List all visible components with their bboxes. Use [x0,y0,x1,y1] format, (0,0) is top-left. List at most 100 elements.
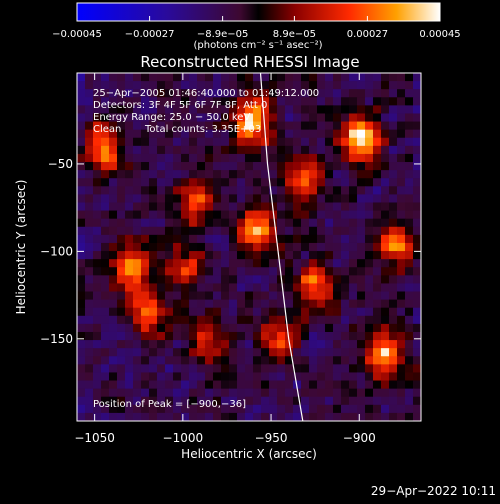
heatmap-cell [189,145,198,155]
heatmap-cell [317,396,326,406]
heatmap-cell [221,97,230,106]
heatmap-cell [237,396,246,406]
heatmap-cell [165,299,174,309]
heatmap-cell [85,291,94,300]
heatmap-cell [181,153,190,163]
heatmap-cell [381,97,390,106]
heatmap-cell [181,226,190,236]
heatmap-cell [277,194,286,203]
heatmap-cell [205,121,214,131]
heatmap-cell [349,396,358,406]
heatmap-cell [93,331,102,341]
heatmap-cell [109,364,118,373]
heatmap-cell [349,234,358,244]
heatmap-cell [269,404,278,414]
heatmap-cell [141,81,150,90]
heatmap-cell [357,234,366,244]
heatmap-cell [197,323,206,333]
heatmap-cell [85,145,94,155]
heatmap-cell [293,331,302,341]
heatmap-cell [381,291,390,300]
heatmap-cell [293,218,302,228]
heatmap-cell [245,388,254,398]
heatmap-cell [197,178,206,187]
heatmap-cell [165,267,174,276]
heatmap-cell [181,412,190,421]
x-tick-label: −1000 [163,431,204,445]
heatmap-cell [133,404,142,414]
heatmap-cell [405,356,414,365]
heatmap-cell [165,388,174,398]
heatmap-cell [213,89,222,98]
heatmap-cell [229,404,238,414]
heatmap-cell [389,194,398,203]
heatmap-cell [173,73,182,82]
heatmap-cell [213,299,222,309]
heatmap-cell [293,348,302,357]
heatmap-cell [277,267,286,276]
heatmap-cell [285,121,294,131]
heatmap-cell [141,259,150,268]
heatmap-cell [117,291,126,300]
heatmap-cell [117,170,126,179]
heatmap-cell [117,372,126,381]
heatmap-cell [93,283,102,292]
heatmap-cell [221,145,230,155]
heatmap-cell [77,259,86,268]
heatmap-cell [101,73,110,82]
heatmap-cell [117,97,126,106]
heatmap-cell [157,218,166,228]
heatmap-cell [285,73,294,82]
heatmap-cell [77,356,86,365]
heatmap-cell [117,340,126,349]
heatmap-cell [173,380,182,390]
heatmap-cell [133,194,142,203]
heatmap-cell [397,388,406,398]
heatmap-cell [117,251,126,260]
heatmap-cell [349,315,358,325]
heatmap-cell [157,404,166,414]
heatmap-cell [381,89,390,98]
heatmap-cell [141,178,150,187]
solar-limb [259,73,304,421]
heatmap-cell [205,97,214,106]
heatmap-cell [381,170,390,179]
colorbar [76,2,441,22]
heatmap-cell [157,194,166,203]
heatmap-cell [349,105,358,114]
heatmap-cell [141,372,150,381]
heatmap-cell [341,315,350,325]
heatmap-cell [253,404,262,414]
heatmap-cell [341,396,350,406]
heatmap-cell [365,291,374,300]
heatmap-cell [317,331,326,341]
heatmap-cell [253,275,262,284]
heatmap-cell [77,170,86,179]
heatmap-cell [325,291,334,300]
heatmap-cell [213,186,222,195]
heatmap-cell [85,299,94,309]
heatmap-cell [149,267,158,276]
heatmap-cell [85,251,94,260]
heatmap-cell [157,105,166,114]
heatmap-cell [141,348,150,357]
heatmap-cell [397,210,406,220]
heatmap-cell [117,226,126,236]
heatmap-cell [333,388,342,398]
heatmap-cell [205,129,214,139]
heatmap-cell [341,267,350,276]
heatmap-cell [301,234,310,244]
heatmap-cell [213,153,222,163]
heatmap-cell [405,348,414,357]
heatmap-cell [301,178,310,187]
heatmap-cell [93,218,102,228]
heatmap-cell [373,113,382,122]
heatmap-cell [301,121,310,131]
heatmap-cell [125,81,134,90]
heatmap-cell [293,267,302,276]
heatmap-cell [117,348,126,357]
heatmap-cell [365,315,374,325]
heatmap-cell [213,194,222,203]
heatmap-cell [101,145,110,155]
heatmap-cell [269,251,278,260]
